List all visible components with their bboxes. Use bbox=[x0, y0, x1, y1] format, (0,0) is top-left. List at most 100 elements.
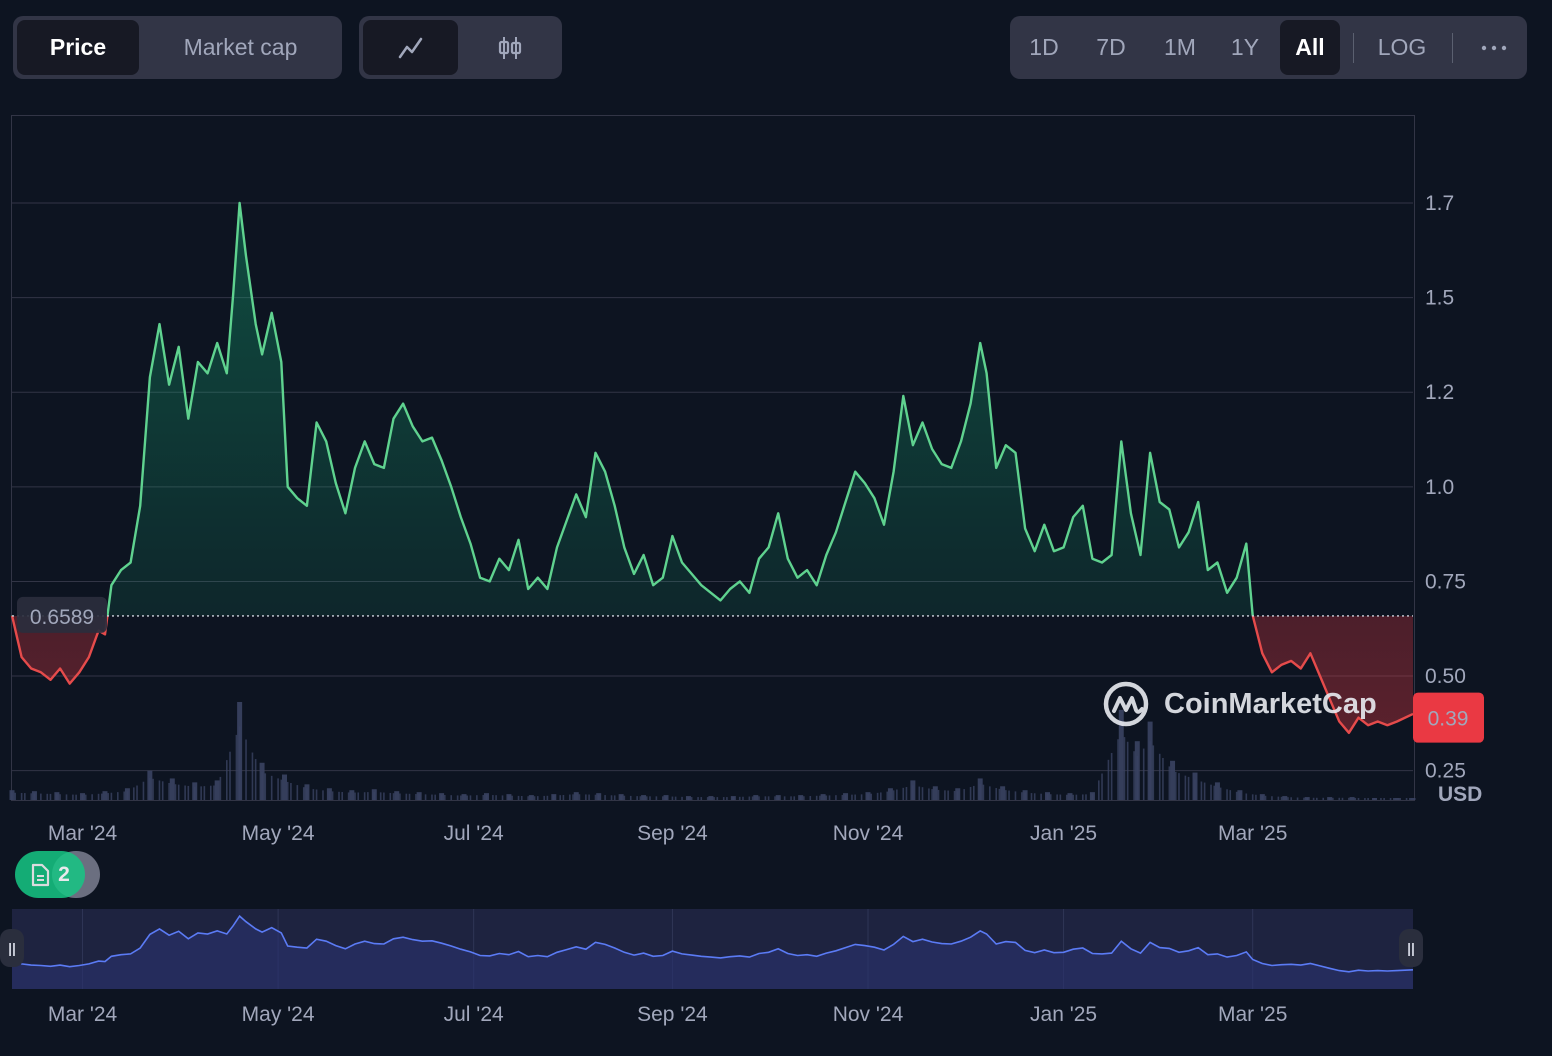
volume-bar bbox=[187, 785, 190, 800]
volume-bar bbox=[753, 795, 759, 800]
volume-bar bbox=[1194, 779, 1196, 800]
navigator-tick-label: May '24 bbox=[242, 1003, 315, 1026]
volume-bar bbox=[461, 794, 467, 800]
volume-bar bbox=[1219, 787, 1222, 800]
volume-bar bbox=[485, 794, 488, 800]
volume-bar bbox=[1290, 797, 1292, 800]
volume-bar bbox=[854, 794, 856, 800]
volume-bar bbox=[1024, 792, 1026, 800]
volume-bar bbox=[876, 792, 879, 800]
volume-bar bbox=[937, 789, 940, 800]
navigator-left-handle[interactable]: || bbox=[0, 929, 24, 967]
volume-bar bbox=[456, 795, 459, 800]
volume-bar bbox=[809, 796, 812, 800]
volume-bar bbox=[238, 726, 241, 800]
volume-bar bbox=[641, 795, 647, 800]
volume-bar bbox=[870, 793, 872, 800]
volume-bar bbox=[203, 786, 206, 800]
volume-bar bbox=[405, 793, 408, 800]
x-tick-label: Mar '24 bbox=[48, 822, 118, 845]
volume-bar bbox=[286, 781, 289, 800]
volume-bar bbox=[928, 788, 930, 800]
volume-bar bbox=[969, 786, 972, 800]
volume-bar bbox=[649, 796, 651, 800]
current-price-marker: 0.39 bbox=[1413, 692, 1484, 743]
volume-bar bbox=[1303, 797, 1305, 800]
volume-bar bbox=[1354, 797, 1357, 800]
volume-bar bbox=[1261, 795, 1264, 800]
volume-bar bbox=[636, 796, 638, 800]
x-tick-label: Nov '24 bbox=[833, 822, 904, 845]
volume-bar bbox=[328, 791, 331, 800]
volume-bar bbox=[674, 796, 677, 800]
volume-bar bbox=[1357, 798, 1360, 800]
x-tick-label: Mar '25 bbox=[1218, 822, 1287, 845]
more-options-button[interactable] bbox=[1466, 20, 1521, 75]
volume-bar bbox=[1394, 798, 1400, 800]
volume-bar bbox=[434, 794, 436, 800]
tab-market-cap[interactable]: Market cap bbox=[183, 34, 298, 60]
volume-bar bbox=[799, 796, 802, 800]
volume-bar bbox=[896, 789, 898, 800]
volume-bar bbox=[700, 797, 703, 800]
volume-bar bbox=[629, 795, 632, 800]
volume-bar bbox=[1328, 797, 1331, 800]
volume-bar bbox=[1168, 766, 1171, 800]
candlestick-button[interactable] bbox=[462, 20, 558, 75]
volume-bar bbox=[989, 786, 991, 800]
volume-bar bbox=[604, 795, 606, 800]
volume-bar bbox=[722, 797, 725, 800]
volume-bar bbox=[1226, 789, 1228, 800]
volume-bar bbox=[944, 790, 946, 800]
price-line bbox=[10, 201, 1414, 734]
volume-bar bbox=[444, 794, 446, 800]
volume-bar bbox=[1392, 798, 1395, 800]
volume-bar bbox=[1184, 775, 1187, 800]
volume-bar bbox=[331, 791, 334, 800]
log-scale-button[interactable]: LOG bbox=[1377, 34, 1427, 60]
volume-bar bbox=[213, 785, 215, 800]
volume-bar bbox=[116, 792, 119, 800]
y-tick-label: 0.75 bbox=[1425, 570, 1466, 593]
volume-bar bbox=[982, 784, 985, 800]
volume-bar bbox=[469, 795, 472, 800]
volume-bar bbox=[1287, 797, 1289, 800]
range-1d-button[interactable]: 1D bbox=[1029, 34, 1059, 60]
range-1y-button[interactable]: 1Y bbox=[1230, 34, 1260, 60]
volume-bar bbox=[572, 794, 574, 800]
volume-bar bbox=[1081, 794, 1084, 800]
volume-bar bbox=[245, 739, 247, 800]
volume-bar bbox=[102, 791, 108, 800]
volume-bar bbox=[623, 795, 626, 800]
volume-bar bbox=[867, 794, 869, 800]
volume-bar bbox=[254, 759, 257, 800]
volume-bar bbox=[149, 777, 151, 800]
navigator-right-handle[interactable]: || bbox=[1399, 929, 1423, 967]
volume-bar bbox=[546, 795, 549, 800]
x-tick-label: Sep '24 bbox=[637, 822, 708, 845]
volume-bar bbox=[264, 773, 267, 800]
range-7d-button[interactable]: 7D bbox=[1096, 34, 1126, 60]
volume-bar bbox=[1332, 797, 1334, 800]
volume-bar bbox=[880, 792, 882, 800]
volume-bar bbox=[825, 795, 828, 800]
volume-bar bbox=[389, 792, 392, 800]
navigator-tick-label: Mar '25 bbox=[1218, 1003, 1287, 1026]
volume-bar bbox=[1373, 798, 1376, 800]
news-badge[interactable]: 2 bbox=[15, 851, 85, 898]
volume-bar bbox=[687, 797, 690, 800]
range-navigator[interactable] bbox=[11, 909, 1414, 989]
volume-bar bbox=[1000, 786, 1006, 800]
volume-bar bbox=[726, 797, 728, 800]
volume-bar bbox=[1229, 790, 1232, 800]
tab-price[interactable]: Price bbox=[17, 20, 139, 75]
volume-bar bbox=[49, 793, 52, 800]
volume-bar bbox=[790, 796, 792, 800]
line-chart-button[interactable] bbox=[363, 20, 458, 75]
range-all-button[interactable]: All bbox=[1280, 20, 1340, 75]
volume-bar bbox=[844, 794, 847, 800]
navigator-tick-label: Jan '25 bbox=[1030, 1003, 1097, 1026]
volume-bar bbox=[235, 734, 238, 800]
range-1m-button[interactable]: 1M bbox=[1164, 34, 1196, 60]
